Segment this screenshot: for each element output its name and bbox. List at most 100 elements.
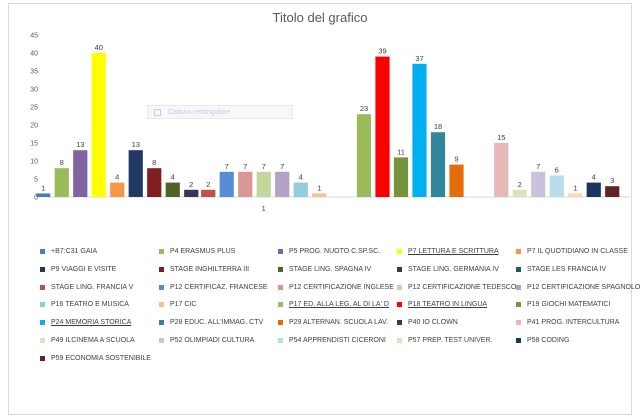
legend-item: P12 CERTIFICAZIONE TEDESCO — [397, 284, 516, 291]
bar — [128, 150, 143, 197]
legend-label: P17 ED. ALLA LEG. AL DI LA' D — [289, 301, 389, 309]
legend-item: STAGE INGHILTERRA III — [159, 266, 249, 273]
legend-item: +B7:C31 GAIA — [40, 248, 97, 255]
legend-swatch — [159, 338, 164, 343]
bar — [110, 182, 125, 197]
bar-data-label: 40 — [95, 43, 103, 52]
bar — [375, 56, 390, 197]
legend-item: P18 TEATRO IN LINGUA — [397, 301, 487, 308]
legend-item: STAGE LING. GERMANIA IV — [397, 266, 499, 273]
bar-data-label: 4 — [171, 173, 175, 182]
bar — [147, 168, 162, 197]
legend-label: P40 IO CLOWN — [408, 319, 458, 327]
legend-swatch — [40, 284, 45, 290]
chart-frame — [8, 3, 632, 415]
bar — [568, 193, 583, 197]
legend-item: STAGE LING. FRANCIA V — [40, 284, 133, 291]
bar — [586, 182, 601, 197]
bar-data-label: 1 — [41, 183, 45, 192]
y-tick-label: 5 — [34, 177, 38, 184]
bar — [605, 186, 620, 197]
legend-label: P41 PROG. INTERCULTURA — [527, 319, 620, 327]
legend-label: P24 MEMORIA STORICA — [51, 319, 132, 327]
bar-data-label: 4 — [299, 173, 303, 182]
legend-item: P28 EDUC. ALL'IMMAG. CTV — [159, 319, 263, 326]
bar-data-label: 8 — [60, 158, 64, 167]
bar-data-label: 13 — [132, 140, 140, 149]
legend-label: P29 ALTERNAN. SCUOLA LAV. — [289, 319, 389, 327]
legend-label: P57 PREP. TEST UNIVER. — [408, 337, 493, 344]
bar — [312, 193, 327, 197]
legend-swatch — [516, 284, 521, 290]
bar-data-label: 8 — [152, 158, 156, 167]
legend-item: P54 APPRENDISTI CICERONI — [278, 337, 386, 344]
legend-label: STAGE INGHILTERRA III — [170, 265, 250, 273]
legend-item: P12 CERTIFICAZ. FRANCESE — [159, 284, 268, 291]
legend-swatch — [516, 338, 521, 343]
legend-item: P17 CIC — [159, 301, 196, 308]
legend-label: P7 LETTURA E SCRITTURA — [408, 248, 499, 255]
bar — [54, 168, 69, 197]
legend-item: P24 MEMORIA STORICA — [40, 319, 131, 326]
y-tick-label: 45 — [30, 33, 38, 40]
bar — [219, 171, 234, 197]
bar-data-label: 6 — [555, 165, 559, 174]
bar-data-label: 2 — [189, 180, 193, 189]
bar-data-label: 7 — [280, 162, 284, 171]
legend-label: P7 IL QUOTIDIANO IN CLASSE — [527, 248, 628, 255]
legend-swatch — [159, 320, 164, 326]
legend-item: P16 TEATRO E MUSICA — [40, 301, 129, 308]
bar-data-label: 4 — [592, 173, 596, 182]
bar-data-label: 7 — [536, 162, 540, 171]
legend-swatch — [397, 249, 402, 254]
bar — [412, 63, 427, 197]
legend-label: P49 ILCINEMA A SCUOLA — [51, 337, 135, 344]
legend-item: P49 ILCINEMA A SCUOLA — [40, 337, 135, 344]
legend-label: STAGE LING. GERMANIA IV — [408, 265, 499, 273]
legend-swatch — [516, 302, 521, 308]
legend-label: P12 CERTIFICAZIONE INGLESE — [289, 283, 394, 291]
legend-swatch — [40, 355, 45, 361]
bar — [73, 150, 88, 197]
bar — [549, 175, 564, 197]
legend-item: P52 OLIMPIADI CULTURA — [159, 337, 254, 344]
y-tick-label: 30 — [30, 87, 38, 94]
legend-swatch — [278, 320, 283, 326]
bar-data-label: 1 — [573, 183, 577, 192]
legend-swatch — [397, 284, 402, 290]
bar — [293, 182, 308, 197]
bar — [494, 143, 509, 197]
snip-overlay-text: Cattura rettangolare — [168, 109, 231, 116]
bar — [36, 193, 51, 197]
legend-swatch — [159, 302, 164, 308]
bar — [393, 157, 409, 197]
legend-swatch — [397, 266, 402, 272]
legend-swatch — [40, 249, 45, 254]
y-tick-label: 40 — [30, 51, 38, 58]
bar — [201, 189, 216, 197]
legend-swatch — [278, 284, 283, 290]
legend-label: P9 VIAGGI E VISITE — [51, 265, 117, 273]
snip-rectangle-icon — [154, 109, 161, 116]
chart-title: Titolo del grafico — [272, 10, 368, 25]
legend-item: STAGE LES FRANCIA IV — [516, 266, 606, 273]
legend-item: P7 IL QUOTIDIANO IN CLASSE — [516, 248, 628, 255]
legend-swatch — [516, 320, 521, 326]
legend-label: P12 CERTIFICAZIONE TEDESCO — [408, 283, 517, 291]
legend-item: STAGE LING. SPAGNA IV — [278, 266, 371, 273]
legend-item: P59 ECONOMIA SOSTENIBILE — [40, 355, 151, 362]
legend-label: STAGE LES FRANCIA IV — [527, 265, 607, 273]
bar-data-label: 13 — [76, 140, 84, 149]
bar — [165, 182, 180, 197]
bar-data-label: 2 — [518, 180, 522, 189]
legend-label: P54 APPRENDISTI CICERONI — [289, 337, 386, 344]
legend-label: P12 CERTIFICAZ. FRANCESE — [170, 283, 268, 291]
bar — [256, 171, 271, 197]
legend-swatch — [278, 302, 283, 308]
legend-label: P19 GIOCHI MATEMATICI — [527, 301, 611, 309]
y-tick-label: 15 — [30, 141, 38, 148]
legend-label: P12 CERTIFICAZIONE SPAGNOLO — [527, 283, 640, 291]
legend-swatch — [159, 284, 164, 290]
bar-data-label: 23 — [360, 104, 368, 113]
